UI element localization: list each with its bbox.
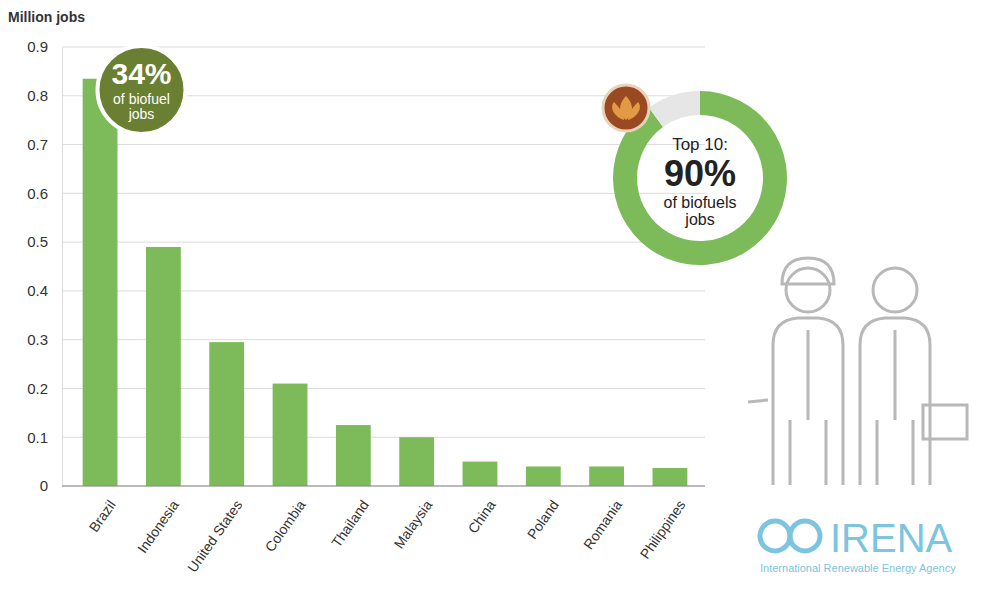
worker-body bbox=[860, 318, 930, 485]
bar bbox=[146, 247, 181, 486]
bar bbox=[653, 468, 688, 486]
worker-case bbox=[923, 405, 967, 439]
y-axis-title: Million jobs bbox=[8, 9, 85, 25]
x-tick-label: China bbox=[465, 497, 499, 536]
y-tick: 0.4 bbox=[27, 282, 62, 299]
x-tick: Thailand bbox=[328, 486, 372, 550]
y-tick: 0.2 bbox=[27, 380, 62, 397]
x-tick: Colombia bbox=[262, 486, 309, 555]
y-tick: 0.8 bbox=[27, 87, 62, 104]
y-tick-label: 0.2 bbox=[27, 380, 48, 397]
x-tick: United States bbox=[184, 486, 245, 575]
donut-title: Top 10: bbox=[672, 135, 728, 154]
bar bbox=[336, 425, 371, 486]
y-tick: 0.1 bbox=[27, 429, 62, 446]
x-tick-label: Poland bbox=[524, 497, 562, 542]
y-axis: 0 0.1 0.2 0.3 0.4 0.5 0.6 0.7 0.8 0.9 bbox=[27, 38, 62, 494]
x-tick: China bbox=[465, 486, 499, 536]
x-tick-label: Thailand bbox=[328, 497, 372, 550]
bar bbox=[83, 79, 118, 486]
x-tick: Brazil bbox=[86, 486, 119, 535]
x-tick: Poland bbox=[524, 486, 562, 542]
y-tick-label: 0.4 bbox=[27, 282, 48, 299]
icon-leaf bbox=[612, 102, 624, 120]
y-tick: 0.5 bbox=[27, 233, 62, 250]
worker-body bbox=[773, 318, 843, 485]
bar bbox=[209, 342, 244, 486]
donut-text: of biofuelsjobs bbox=[664, 194, 737, 228]
worker-legs bbox=[790, 330, 826, 485]
source-logo: IRENA International Renewable Energy Agen… bbox=[760, 516, 956, 574]
grid bbox=[62, 47, 705, 486]
y-tick: 0.7 bbox=[27, 136, 62, 153]
x-tick: Philippines bbox=[637, 486, 689, 562]
x-tick: Romania bbox=[580, 486, 625, 552]
x-tick-label: Brazil bbox=[86, 497, 119, 535]
bars bbox=[83, 79, 688, 486]
grid-line bbox=[62, 144, 705, 145]
y-tick-label: 0.1 bbox=[27, 429, 48, 446]
x-tick: Indonesia bbox=[134, 486, 182, 556]
x-tick-label: Colombia bbox=[262, 497, 309, 555]
grid-line bbox=[62, 193, 705, 194]
bar bbox=[526, 466, 561, 486]
donut-icon bbox=[603, 85, 649, 131]
y-tick: 0 bbox=[40, 477, 62, 494]
source-full-name: International Renewable Energy Agency bbox=[760, 562, 956, 574]
bar bbox=[589, 466, 624, 486]
x-tick-label: Philippines bbox=[637, 497, 689, 562]
icon-leaf bbox=[628, 102, 640, 120]
badge: 34%of biofueljobs bbox=[97, 46, 185, 134]
workers bbox=[748, 258, 967, 485]
x-tick: Malaysia bbox=[391, 486, 436, 552]
y-tick-label: 0.6 bbox=[27, 185, 48, 202]
y-tick-label: 0.3 bbox=[27, 331, 48, 348]
worker-head bbox=[873, 268, 917, 312]
worker-head bbox=[786, 268, 830, 312]
y-tick: 0.3 bbox=[27, 331, 62, 348]
x-tick-label: Indonesia bbox=[134, 497, 182, 556]
y-tick-label: 0.8 bbox=[27, 87, 48, 104]
y-tick: 0.9 bbox=[27, 38, 62, 55]
chart: Million jobs 0 0.1 0.2 0.3 0.4 0.5 0.6 0.7 0.8 0.9… bbox=[0, 0, 984, 591]
donut-rest bbox=[649, 91, 700, 127]
x-axis: Brazil IndonesiaUnited States Colombia Thai… bbox=[62, 486, 705, 575]
worker-wrench bbox=[748, 400, 768, 402]
x-tick-label: Romania bbox=[580, 497, 625, 552]
y-tick: 0.6 bbox=[27, 185, 62, 202]
badge-text: of biofueljobs bbox=[113, 91, 170, 122]
icon-circle bbox=[603, 85, 649, 131]
grid-line bbox=[62, 242, 705, 243]
grid-line bbox=[62, 486, 705, 487]
x-axis-line bbox=[62, 486, 705, 487]
donut-value: 90% bbox=[664, 153, 736, 194]
logo-ring bbox=[790, 521, 820, 551]
y-tick-label: 0.5 bbox=[27, 233, 48, 250]
worker-helmet bbox=[782, 258, 834, 284]
x-tick-label: United States bbox=[184, 497, 245, 575]
x-tick-label: Malaysia bbox=[391, 497, 436, 552]
y-tick-label: 0 bbox=[40, 477, 48, 494]
y-tick-label: 0.7 bbox=[27, 136, 48, 153]
worker-legs bbox=[877, 330, 913, 485]
y-axis-line bbox=[62, 48, 63, 487]
badge-value: 34% bbox=[111, 57, 171, 90]
bar bbox=[273, 384, 308, 486]
bar bbox=[463, 462, 498, 486]
logo-ring bbox=[760, 521, 790, 551]
y-tick-label: 0.9 bbox=[27, 38, 48, 55]
bar bbox=[399, 437, 434, 486]
badge-circle bbox=[97, 46, 185, 134]
source-name: IRENA bbox=[830, 516, 953, 560]
